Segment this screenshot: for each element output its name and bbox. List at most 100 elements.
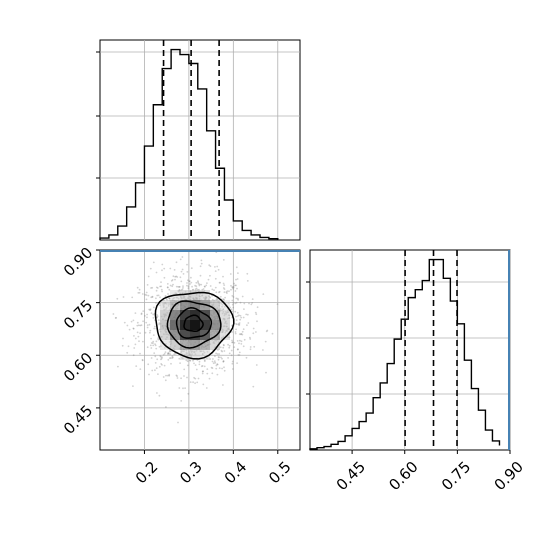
- scatter-point: [262, 293, 265, 295]
- scatter-point: [155, 302, 157, 304]
- y-marginal-histogram: [306, 249, 511, 451]
- scatter-point: [172, 275, 175, 278]
- scatter-point: [173, 296, 176, 299]
- scatter-point: [156, 358, 159, 361]
- scatter-point: [169, 357, 172, 359]
- scatter-point: [212, 362, 215, 365]
- scatter-point: [237, 322, 240, 325]
- scatter-point: [138, 288, 141, 291]
- scatter-point: [228, 352, 231, 355]
- scatter-point: [245, 313, 248, 316]
- scatter-point: [223, 300, 225, 302]
- scatter-point: [122, 337, 124, 340]
- scatter-point: [220, 349, 223, 352]
- scatter-point: [145, 291, 148, 294]
- density-cell: [200, 350, 210, 360]
- scatter-point: [240, 316, 243, 319]
- scatter-point: [250, 303, 253, 306]
- scatter-point: [186, 284, 188, 287]
- scatter-point: [166, 286, 169, 289]
- scatter-point: [247, 322, 250, 324]
- scatter-point: [166, 283, 169, 285]
- scatter-point: [178, 290, 180, 293]
- scatter-point: [230, 308, 233, 311]
- scatter-point: [240, 343, 243, 345]
- scatter-point: [117, 365, 119, 368]
- joint-grid: [100, 250, 300, 450]
- scatter-point: [200, 259, 203, 262]
- density-cell: [190, 340, 200, 350]
- scatter-point: [219, 281, 221, 284]
- scatter-point: [223, 288, 226, 290]
- scatter-point: [218, 291, 220, 294]
- scatter-point: [154, 362, 157, 364]
- scatter-point: [229, 306, 232, 309]
- scatter-point: [128, 328, 131, 331]
- scatter-point: [187, 285, 190, 288]
- scatter-point: [214, 286, 217, 289]
- scatter-point: [145, 298, 148, 301]
- scatter-point: [236, 315, 239, 317]
- scatter-point: [237, 299, 240, 301]
- scatter-point: [231, 299, 234, 302]
- scatter-point: [223, 350, 226, 352]
- scatter-point: [198, 360, 201, 363]
- scatter-point: [201, 370, 204, 373]
- scatter-point: [190, 267, 193, 270]
- scatter-point: [154, 325, 156, 328]
- scatter-point: [193, 362, 195, 365]
- density-cell: [190, 350, 200, 360]
- scatter-point: [231, 341, 234, 344]
- scatter-point: [160, 358, 162, 361]
- scatter-point: [198, 284, 201, 287]
- scatter-point: [146, 284, 149, 286]
- scatter-point: [132, 327, 135, 330]
- scatter-point: [112, 313, 115, 315]
- scatter-point: [239, 318, 242, 321]
- scatter-point: [171, 355, 174, 358]
- scatter-point: [222, 346, 225, 349]
- scatter-point: [239, 301, 242, 304]
- scatter-point: [200, 350, 203, 352]
- scatter-point: [136, 331, 139, 334]
- scatter-point: [156, 315, 159, 318]
- scatter-point: [217, 356, 220, 358]
- scatter-point: [127, 345, 130, 348]
- scatter-point: [149, 331, 151, 334]
- scatter-point: [238, 354, 241, 356]
- scatter-point: [154, 369, 156, 372]
- density-cell: [210, 320, 220, 330]
- scatter-point: [152, 261, 155, 264]
- scatter-point: [116, 297, 119, 300]
- scatter-point: [222, 384, 224, 386]
- scatter-point: [229, 273, 232, 275]
- scatter-point: [217, 358, 220, 361]
- scatter-point: [255, 313, 258, 316]
- scatter-point: [209, 358, 212, 360]
- scatter-point: [160, 356, 162, 358]
- scatter-point: [186, 364, 189, 367]
- scatter-point: [222, 275, 224, 278]
- scatter-point: [121, 344, 124, 347]
- scatter-point: [150, 342, 153, 344]
- scatter-point: [168, 373, 171, 376]
- joint-xtick-label: 0.2: [132, 458, 162, 488]
- scatter-point: [179, 258, 182, 261]
- scatter-point: [177, 286, 180, 288]
- scatter-point: [222, 344, 225, 346]
- scatter-point: [209, 285, 212, 287]
- scatter-point: [223, 291, 226, 294]
- scatter-point: [238, 314, 240, 317]
- scatter-point: [186, 376, 188, 379]
- scatter-point: [163, 267, 166, 270]
- scatter-point: [177, 421, 179, 424]
- scatter-point: [222, 282, 225, 285]
- scatter-point: [194, 377, 197, 380]
- scatter-point: [202, 350, 205, 353]
- scatter-point: [243, 308, 245, 310]
- scatter-point: [221, 367, 223, 370]
- scatter-point: [167, 359, 170, 361]
- scatter-point: [201, 353, 204, 356]
- scatter-point: [194, 288, 197, 291]
